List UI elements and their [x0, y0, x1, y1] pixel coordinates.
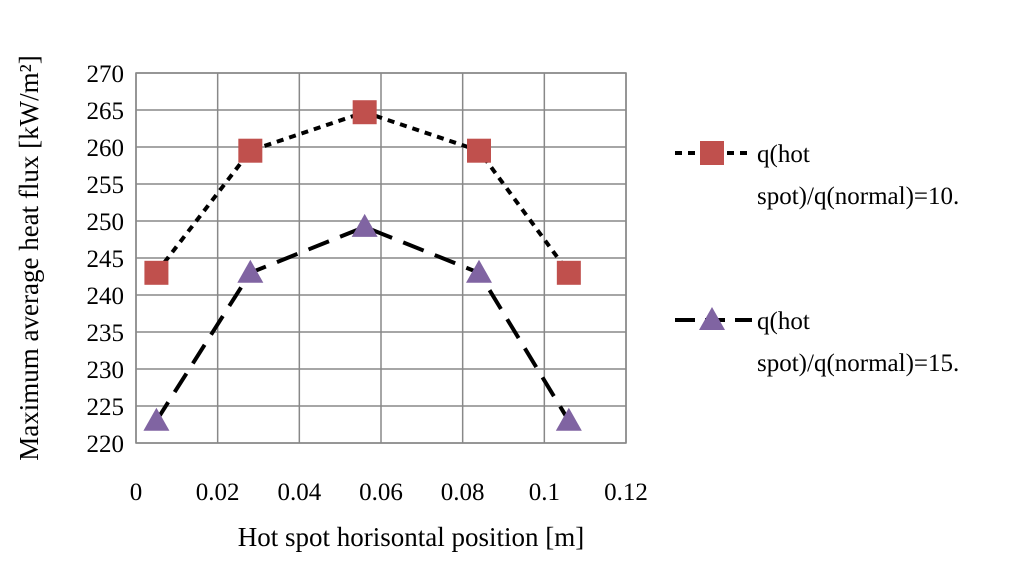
x-axis-label: Hot spot horisontal position [m] [238, 522, 585, 552]
x-tick-label: 0 [130, 479, 143, 506]
legend: q(hot spot)/q(normal)=10. q(hot spot)/q(nor… [675, 141, 959, 377]
x-axis-ticks: 0 0.02 0.04 0.06 0.08 0.1 0.12 [130, 479, 648, 506]
y-tick-label: 265 [87, 98, 125, 125]
x-tick-label: 0.08 [441, 479, 485, 506]
x-tick-label: 0.04 [277, 479, 321, 506]
x-tick-label: 0.12 [604, 479, 648, 506]
series-2-line [154, 224, 571, 422]
series-2 [143, 213, 582, 431]
data-point [352, 100, 377, 125]
y-axis-label: Maximum average heat flux [kW/m²] [14, 55, 44, 460]
y-tick-label: 260 [87, 135, 125, 162]
grid [135, 72, 627, 444]
legend-label: q(hot [757, 141, 810, 168]
data-point [238, 138, 263, 163]
y-tick-label: 245 [87, 246, 125, 273]
x-tick-label: 0.1 [529, 479, 560, 506]
data-point [351, 213, 378, 237]
legend-item-1: q(hot spot)/q(normal)=10. [675, 141, 959, 210]
data-point [143, 407, 170, 431]
data-point [556, 260, 581, 285]
legend-item-2: q(hot spot)/q(normal)=15. [675, 307, 959, 377]
legend-marker-swatch [700, 141, 724, 165]
x-tick-label: 0.06 [359, 479, 403, 506]
y-tick-label: 270 [87, 61, 125, 88]
plot-frame [135, 72, 627, 444]
data-point [466, 259, 492, 283]
y-tick-label: 230 [87, 357, 125, 384]
y-tick-label: 220 [87, 431, 125, 458]
legend-label: spot)/q(normal)=15. [757, 350, 959, 377]
y-axis-ticks: 220 225 230 235 240 245 250 255 260 265 270 [87, 61, 125, 458]
x-tick-label: 0.02 [196, 479, 240, 506]
y-tick-label: 225 [87, 394, 125, 421]
data-point [555, 407, 582, 431]
legend-label: q(hot [757, 308, 810, 335]
y-tick-label: 255 [87, 172, 125, 199]
legend-label: spot)/q(normal)=10. [757, 183, 959, 210]
y-tick-label: 235 [87, 320, 125, 347]
data-point [467, 138, 491, 163]
data-point [144, 260, 169, 285]
data-point [237, 259, 264, 283]
y-tick-label: 250 [87, 209, 125, 236]
legend-marker-swatch [699, 307, 725, 330]
y-tick-label: 240 [87, 283, 125, 310]
series-1 [144, 100, 581, 285]
series-layer [143, 100, 582, 431]
